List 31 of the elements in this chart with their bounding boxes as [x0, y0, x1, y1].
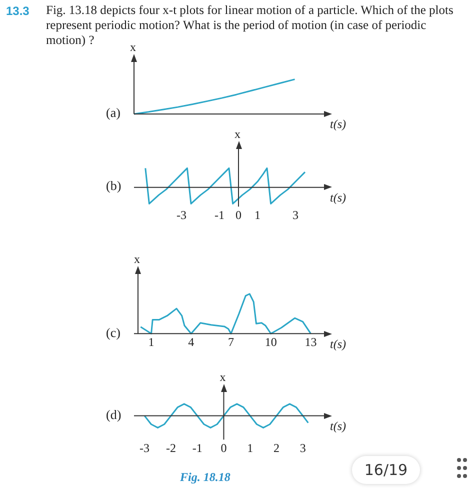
x-tick-label: 13 — [304, 334, 317, 349]
x-tick-label: 1 — [254, 208, 260, 222]
x-tick-label: 1 — [148, 334, 154, 349]
text: (a) — [106, 105, 120, 121]
x-tick-label: 7 — [228, 334, 234, 349]
caption: Fig. 18.18 — [180, 470, 230, 485]
x-tick-label: 0 — [220, 440, 227, 455]
text: 13.3 — [6, 4, 30, 18]
x-tick-label: 3 — [292, 208, 298, 222]
x-tick-label: -3 — [176, 208, 186, 222]
x-tick-label: 3 — [300, 440, 306, 455]
y-axis-title: x — [234, 127, 240, 142]
chart-title: (d) — [106, 406, 122, 423]
text: 16/19 — [352, 456, 420, 484]
x-axis-title: t(s) — [330, 190, 346, 205]
x-tick-label: 2 — [274, 440, 280, 455]
x-tick-label: 10 — [264, 334, 277, 349]
y-axis-title: x — [134, 252, 140, 267]
x-tick-label: 0 — [236, 208, 242, 222]
x-tick-label: -1 — [214, 208, 224, 222]
x-axis-title: t(s) — [330, 336, 346, 351]
x-tick-label: -3 — [140, 440, 150, 455]
x-axis-title: t(s) — [330, 418, 346, 433]
text: (c) — [106, 324, 120, 341]
text: (b) — [106, 178, 122, 194]
x-tick-label: -1 — [192, 440, 202, 455]
x-tick-label: -2 — [166, 440, 176, 455]
y-axis-title: x — [220, 370, 226, 385]
x-tick-label: 1 — [247, 440, 254, 455]
x-axis-title: t(s) — [330, 117, 346, 132]
x-tick-label: 4 — [188, 334, 194, 349]
